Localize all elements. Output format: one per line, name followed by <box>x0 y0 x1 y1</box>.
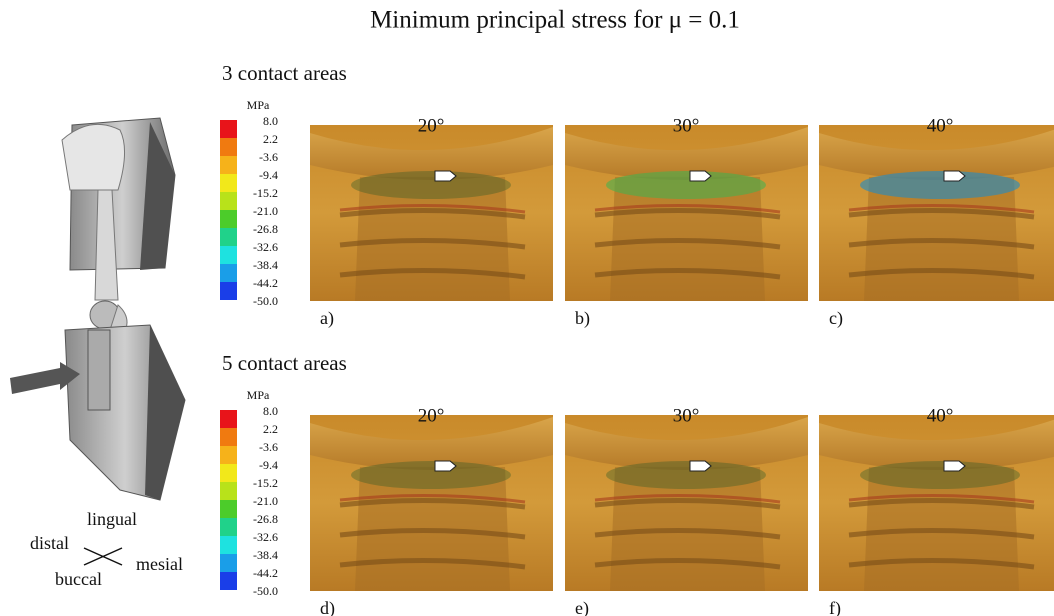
fea-image <box>565 125 808 301</box>
panel-angle: 40° <box>927 405 954 426</box>
panel-angle: 40° <box>927 115 954 136</box>
colorbar-label: -44.2 <box>253 566 278 580</box>
fea-image <box>819 125 1054 301</box>
stress-region <box>351 461 511 489</box>
colorbar-label: -26.8 <box>253 512 278 526</box>
colorbar-band <box>220 446 237 464</box>
colorbar-label: -32.6 <box>253 530 278 544</box>
colorbar-label: -15.2 <box>253 186 278 200</box>
colorbar-label: 2.2 <box>263 132 278 146</box>
colorbar-band <box>220 174 237 192</box>
colorbar-band <box>220 500 237 518</box>
orientation-label: mesial <box>136 554 183 574</box>
row-label: 3 contact areas <box>222 61 347 85</box>
colorbar-band <box>220 210 237 228</box>
colorbar-band <box>220 120 237 138</box>
colorbar-label: -15.2 <box>253 476 278 490</box>
figure: Minimum principal stress for μ = 0.1 lin… <box>0 0 1054 616</box>
colorbar-label: 8.0 <box>263 114 278 128</box>
panel-letter: f) <box>829 598 841 616</box>
panel-angle: 20° <box>418 115 445 136</box>
colorbar-band <box>220 192 237 210</box>
fea-image <box>819 415 1054 591</box>
colorbar-label: -9.4 <box>259 168 278 182</box>
figure-title: Minimum principal stress for μ = 0.1 <box>370 7 740 34</box>
colorbar-label: -38.4 <box>253 548 278 562</box>
fea-panel <box>819 415 1054 591</box>
panel-letter: a) <box>320 308 334 329</box>
fea-image <box>310 125 553 301</box>
colorbar-label: 2.2 <box>263 422 278 436</box>
colorbar-label: -21.0 <box>253 494 278 508</box>
panel-letter: d) <box>320 598 335 616</box>
colorbar-band <box>220 482 237 500</box>
panel-letter: c) <box>829 308 843 329</box>
fea-image <box>310 415 553 591</box>
stress-region <box>860 461 1020 489</box>
fea-panel <box>565 125 808 301</box>
fea-panel <box>819 125 1054 301</box>
colorbar-band <box>220 246 237 264</box>
orientation-label: lingual <box>87 509 137 529</box>
fea-image <box>565 415 808 591</box>
colorbar-band <box>220 572 237 590</box>
panel-angle: 30° <box>673 115 700 136</box>
colorbar-label: -26.8 <box>253 222 278 236</box>
stress-region <box>606 171 766 199</box>
colorbar-band <box>220 464 237 482</box>
stress-region <box>351 171 511 199</box>
illustration <box>10 118 185 565</box>
colorbar-band <box>220 428 237 446</box>
orientation-label: buccal <box>55 569 102 589</box>
colorbar-unit: MPa <box>247 388 270 402</box>
panel-letter: e) <box>575 598 589 616</box>
row-label: 5 contact areas <box>222 351 347 375</box>
colorbar-band <box>220 554 237 572</box>
colorbar-label: -32.6 <box>253 240 278 254</box>
colorbar-label: 8.0 <box>263 404 278 418</box>
colorbar-label: -50.0 <box>253 294 278 308</box>
colorbar-unit: MPa <box>247 98 270 112</box>
panel-angle: 20° <box>418 405 445 426</box>
colorbar-label: -38.4 <box>253 258 278 272</box>
colorbar-label: -50.0 <box>253 584 278 598</box>
fea-panel <box>310 415 553 591</box>
stress-region <box>606 461 766 489</box>
colorbar-band <box>220 536 237 554</box>
fea-panel <box>565 415 808 591</box>
colorbar-band <box>220 282 237 300</box>
colorbar-band <box>220 518 237 536</box>
colorbar-label: -9.4 <box>259 458 278 472</box>
colorbar-band <box>220 410 237 428</box>
colorbar-band <box>220 264 237 282</box>
colorbar-label: -3.6 <box>259 440 278 454</box>
colorbar-label: -3.6 <box>259 150 278 164</box>
colorbar-band <box>220 138 237 156</box>
fea-panel <box>310 125 553 301</box>
orientation-label: distal <box>30 533 69 553</box>
colorbar-label: -21.0 <box>253 204 278 218</box>
stress-region <box>860 171 1020 199</box>
colorbar-label: -44.2 <box>253 276 278 290</box>
colorbar-band <box>220 228 237 246</box>
panel-letter: b) <box>575 308 590 329</box>
panel-angle: 30° <box>673 405 700 426</box>
colorbar-band <box>220 156 237 174</box>
